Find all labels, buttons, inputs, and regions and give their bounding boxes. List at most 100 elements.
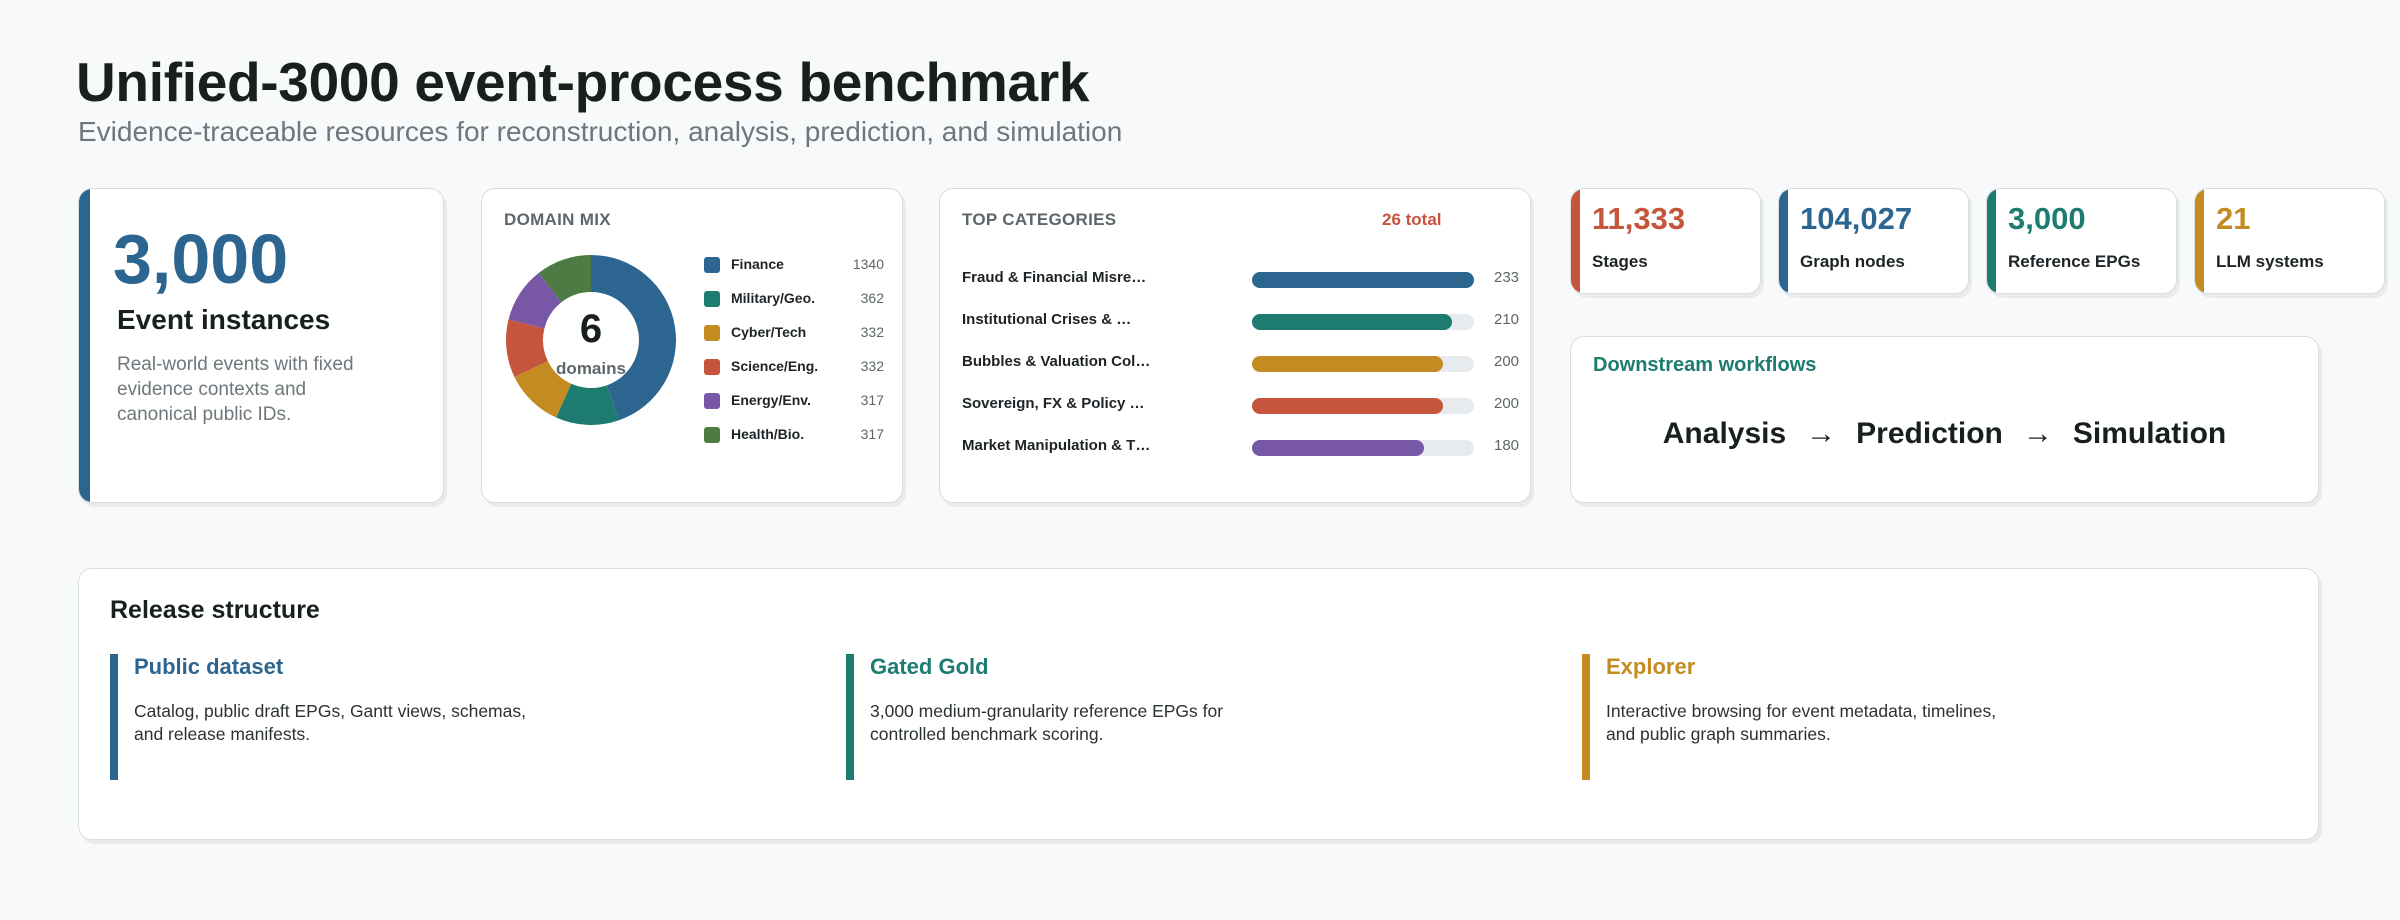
category-label: Sovereign, FX & Policy …: [962, 395, 1145, 412]
category-value: 210: [1494, 311, 1520, 328]
page-subtitle: Evidence-traceable resources for reconst…: [78, 116, 1123, 147]
release-item-public-dataset: Public dataset Catalog, public draft EPG…: [110, 654, 580, 780]
category-row: Sovereign, FX & Policy … 200: [962, 395, 1522, 437]
legend-item-cyber: Cyber/Tech 332: [704, 321, 884, 355]
category-list: Fraud & Financial Misre… 233 Institution…: [962, 269, 1522, 479]
release-item-description: 3,000 medium-granularity reference EPGs …: [870, 701, 1224, 744]
top-categories-card: TOP CATEGORIES 26 total Fraud & Financia…: [939, 188, 1531, 503]
category-label: Fraud & Financial Misre…: [962, 269, 1147, 286]
workflow-steps: Analysis → Prediction → Simulation: [1571, 416, 2318, 451]
legend-label: Finance: [731, 256, 784, 272]
donut-slice: [591, 255, 676, 421]
stat-card-graph-nodes: 104,027 Graph nodes: [1778, 188, 1969, 294]
legend-swatch: [704, 325, 720, 341]
domain-count-label: domains: [556, 359, 626, 378]
card-accent-bar: [1987, 189, 1996, 293]
category-bar: [1252, 398, 1443, 414]
arrow-right-icon: →: [1806, 417, 1837, 451]
stat-label: Reference EPGs: [2008, 252, 2141, 271]
legend-swatch: [704, 359, 720, 375]
release-accent-bar: [110, 654, 118, 780]
category-value: 200: [1494, 395, 1520, 412]
stat-value: 3,000: [2008, 201, 2086, 236]
category-bar: [1252, 356, 1443, 372]
stat-label: Stages: [1592, 252, 1648, 271]
category-label: Institutional Crises & …: [962, 311, 1132, 328]
domain-donut-chart: [506, 255, 676, 425]
stat-label: Graph nodes: [1800, 252, 1905, 271]
legend-value: 317: [860, 426, 884, 442]
legend-label: Energy/Env.: [731, 392, 811, 408]
workflows-card: Downstream workflows Analysis → Prediction…: [1570, 336, 2319, 503]
legend-swatch: [704, 393, 720, 409]
stat-card-llm-systems: 21 LLM systems: [2194, 188, 2385, 294]
category-bar-track: [1252, 356, 1474, 372]
release-accent-bar: [846, 654, 854, 780]
category-row: Institutional Crises & … 210: [962, 311, 1522, 353]
category-label: Market Manipulation & T…: [962, 437, 1151, 454]
release-heading: Release structure: [110, 596, 320, 624]
card-accent-bar: [2195, 189, 2204, 293]
category-bar-track: [1252, 272, 1474, 288]
legend-swatch: [704, 427, 720, 443]
category-bar-track: [1252, 440, 1474, 456]
release-accent-bar: [1582, 654, 1590, 780]
donut-slice: [514, 360, 572, 418]
legend-item-science: Science/Eng. 332: [704, 355, 884, 389]
card-accent-bar: [1571, 189, 1580, 293]
stat-label: LLM systems: [2216, 252, 2324, 271]
legend-swatch: [704, 257, 720, 273]
category-row: Bubbles & Valuation Col… 200: [962, 353, 1522, 395]
domain-mix-card: DOMAIN MIX 6 domains Finance 1340 Milita…: [481, 188, 903, 503]
category-bar: [1252, 440, 1424, 456]
category-row: Market Manipulation & T… 180: [962, 437, 1522, 479]
category-value: 233: [1494, 269, 1520, 286]
event-instances-value: 3,000: [113, 220, 289, 298]
donut-slice: [506, 319, 548, 378]
donut-slice: [538, 255, 591, 303]
release-item-explorer: Explorer Interactive browsing for event …: [1582, 654, 2052, 780]
legend-value: 317: [860, 392, 884, 408]
category-value: 180: [1494, 437, 1520, 454]
category-label: Bubbles & Valuation Col…: [962, 353, 1151, 370]
category-bar: [1252, 272, 1474, 288]
category-bar: [1252, 314, 1453, 330]
stat-card-reference-epgs: 3,000 Reference EPGs: [1986, 188, 2177, 294]
stat-value: 21: [2216, 201, 2251, 236]
category-value: 200: [1494, 353, 1520, 370]
legend-item-energy: Energy/Env. 317: [704, 389, 884, 423]
domain-mix-heading: DOMAIN MIX: [504, 210, 611, 229]
category-bar-track: [1252, 314, 1474, 330]
top-categories-heading: TOP CATEGORIES: [962, 210, 1117, 229]
event-instances-label: Event instances: [117, 304, 331, 335]
legend-item-finance: Finance 1340: [704, 253, 884, 287]
release-item-gated-gold: Gated Gold 3,000 medium-granularity refe…: [846, 654, 1316, 780]
legend-item-health: Health/Bio. 317: [704, 423, 884, 457]
legend-label: Military/Geo.: [731, 290, 816, 306]
workflow-step-analysis: Analysis: [1662, 417, 1787, 451]
category-row: Fraud & Financial Misre… 233: [962, 269, 1522, 311]
legend-label: Health/Bio.: [731, 426, 805, 442]
event-instances-description: Real-world events with fixed evidence co…: [117, 354, 354, 425]
donut-slice: [556, 383, 619, 425]
legend-value: 332: [860, 324, 884, 340]
categories-total: 26 total: [1382, 210, 1442, 229]
legend-swatch: [704, 291, 720, 307]
arrow-right-icon: →: [2022, 417, 2053, 451]
release-structure-card: Release structure Public dataset Catalog…: [78, 568, 2319, 840]
release-item-title: Explorer: [1606, 654, 1696, 679]
release-item-title: Gated Gold: [870, 654, 989, 679]
card-accent-bar: [1779, 189, 1788, 293]
release-item-description: Interactive browsing for event metadata,…: [1606, 701, 1997, 744]
workflows-heading: Downstream workflows: [1593, 354, 1817, 376]
event-instances-card: 3,000 Event instances Real-world events …: [78, 188, 444, 503]
legend-value: 362: [860, 290, 884, 306]
stat-card-stages: 11,333 Stages: [1570, 188, 1761, 294]
donut-center: 6 domains: [506, 255, 676, 425]
stat-value: 104,027: [1800, 201, 1913, 236]
legend-label: Cyber/Tech: [731, 324, 807, 340]
workflow-step-prediction: Prediction: [1856, 417, 2003, 451]
page-title: Unified-3000 event-process benchmark: [76, 51, 1090, 113]
stat-value: 11,333: [1592, 201, 1686, 236]
legend-value: 1340: [852, 256, 884, 272]
